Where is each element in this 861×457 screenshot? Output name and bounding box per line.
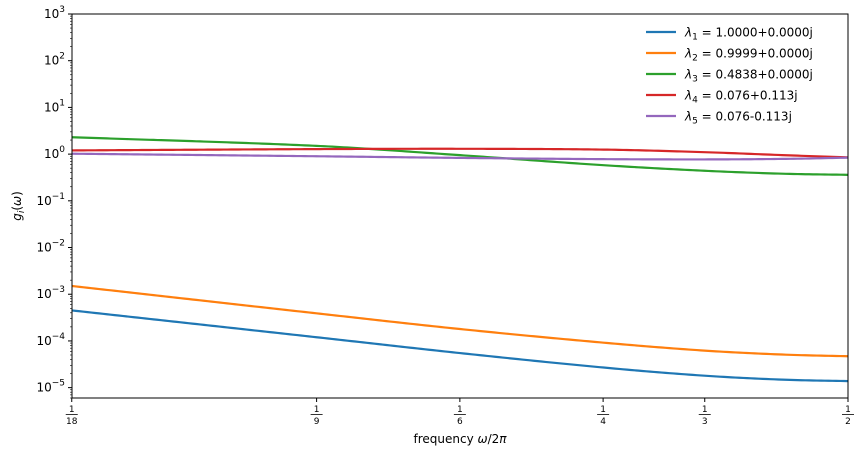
x-tick-numerator: 1 xyxy=(314,405,320,415)
y-tick-label: 10−4 xyxy=(36,332,65,348)
legend-entry: λ1 = 1.0000+0.0000j xyxy=(646,26,813,43)
x-tick-denominator: 18 xyxy=(66,417,78,427)
x-tick-label: 118 xyxy=(65,405,78,427)
y-tick-label: 10−2 xyxy=(36,239,65,255)
y-tick-label: 101 xyxy=(44,98,65,114)
plot-lines xyxy=(71,136,849,383)
y-tick-label: 10−3 xyxy=(36,285,65,301)
x-tick-denominator: 6 xyxy=(457,417,463,427)
x-tick-label: 13 xyxy=(698,405,711,427)
y-tick-label: 10−1 xyxy=(36,192,65,208)
x-tick-numerator: 1 xyxy=(69,405,75,415)
x-tick-denominator: 2 xyxy=(845,417,851,427)
x-tick-denominator: 3 xyxy=(702,417,708,427)
y-tick-label: 102 xyxy=(44,52,65,68)
x-tick-denominator: 4 xyxy=(600,417,606,427)
x-tick-label: 19 xyxy=(310,405,323,427)
y-tick-label: 10−5 xyxy=(36,379,65,395)
x-tick-label: 12 xyxy=(842,405,854,427)
legend: λ1 = 1.0000+0.0000j λ2 = 0.9999+0.0000j λ3… xyxy=(646,26,813,127)
legend-label: λ4 = 0.076+0.113j xyxy=(684,89,798,106)
legend-label: λ1 = 1.0000+0.0000j xyxy=(684,26,813,43)
x-axis-label: frequency ω/2π xyxy=(414,432,508,446)
y-axis: 10−5 10−4 10−3 10−2 10−1 100 101 102 103 xyxy=(36,5,72,399)
legend-label: λ3 = 0.4838+0.0000j xyxy=(684,68,813,85)
legend-entry: λ3 = 0.4838+0.0000j xyxy=(646,68,813,85)
x-tick-denominator: 9 xyxy=(314,417,320,427)
x-tick-numerator: 1 xyxy=(702,405,708,415)
series-line-3 xyxy=(71,136,849,176)
x-tick-label: 14 xyxy=(597,405,610,427)
x-tick-numerator: 1 xyxy=(457,405,463,415)
legend-entry: λ4 = 0.076+0.113j xyxy=(646,89,798,106)
x-tick-label: 16 xyxy=(453,405,466,427)
series-line-4 xyxy=(71,147,849,159)
x-tick-numerator: 1 xyxy=(600,405,606,415)
series-line-2 xyxy=(71,284,849,358)
y-tick-label: 103 xyxy=(44,5,65,21)
legend-entry: λ2 = 0.9999+0.0000j xyxy=(646,47,813,64)
series-line-1 xyxy=(71,309,849,383)
x-tick-numerator: 1 xyxy=(845,405,851,415)
series-line-5 xyxy=(71,152,849,161)
y-tick-label: 100 xyxy=(44,145,65,161)
legend-label: λ5 = 0.076-0.113j xyxy=(684,110,792,127)
legend-label: λ2 = 0.9999+0.0000j xyxy=(684,47,813,64)
y-axis-label: gi(ω) xyxy=(10,191,27,221)
legend-entry: λ5 = 0.076-0.113j xyxy=(646,110,792,127)
